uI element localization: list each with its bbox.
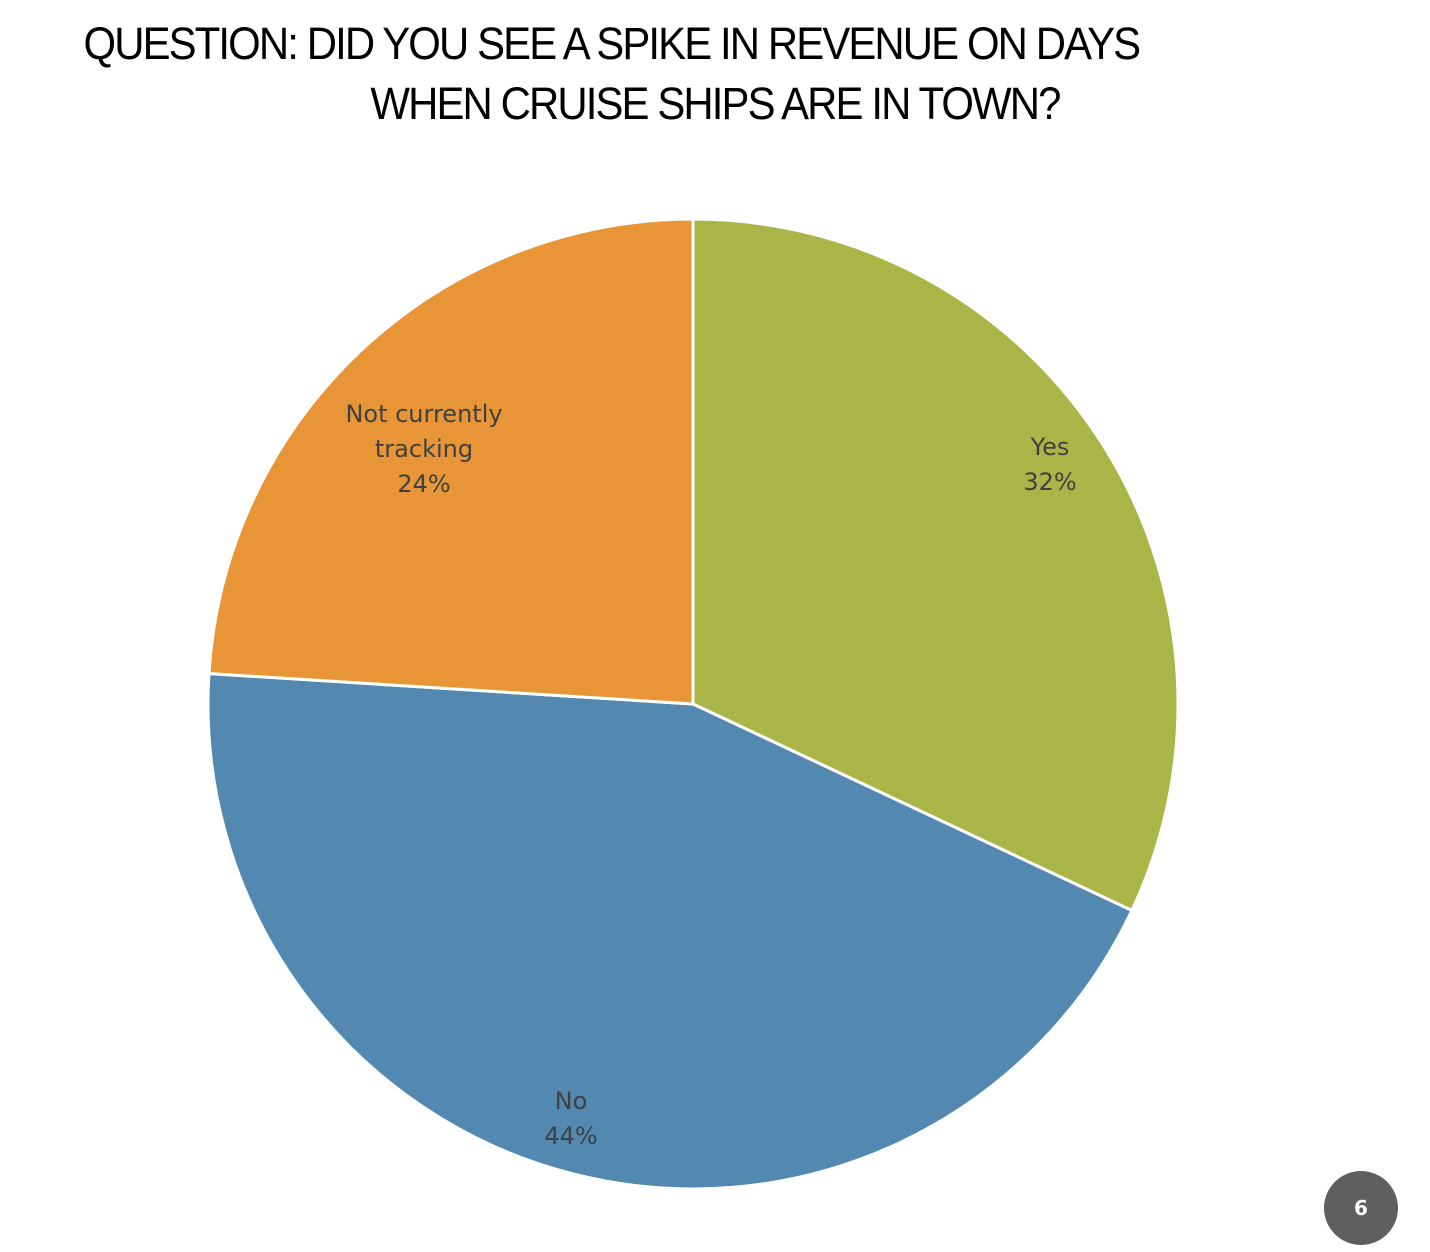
slice-no [206, 671, 1134, 1191]
label-yes-pct: 32% [1023, 468, 1077, 496]
label-yes-name: Yes [1030, 433, 1070, 461]
label-not-tracking-name-1: Not currently [345, 400, 503, 428]
label-no-pct: 44% [544, 1122, 598, 1150]
label-not-tracking-name-2: tracking [374, 435, 474, 463]
slide-number-badge: 6 [1324, 1171, 1398, 1245]
slide-title: QUESTION: DID YOU SEE A SPIKE IN REVENUE… [50, 14, 1380, 134]
slide-title-line-2: WHEN CRUISE SHIPS ARE IN TOWN? [370, 78, 1061, 129]
label-no: No 44% [544, 1084, 597, 1154]
label-not-tracking-pct: 24% [397, 470, 451, 498]
label-not-tracking: Not currently tracking 24% [345, 397, 502, 502]
label-yes: Yes 32% [1023, 430, 1076, 500]
slide-title-line-1: QUESTION: DID YOU SEE A SPIKE IN REVENUE… [83, 18, 1142, 69]
label-no-name: No [554, 1087, 588, 1115]
slice-yes [691, 217, 1180, 913]
slice-not-tracking [207, 217, 695, 706]
